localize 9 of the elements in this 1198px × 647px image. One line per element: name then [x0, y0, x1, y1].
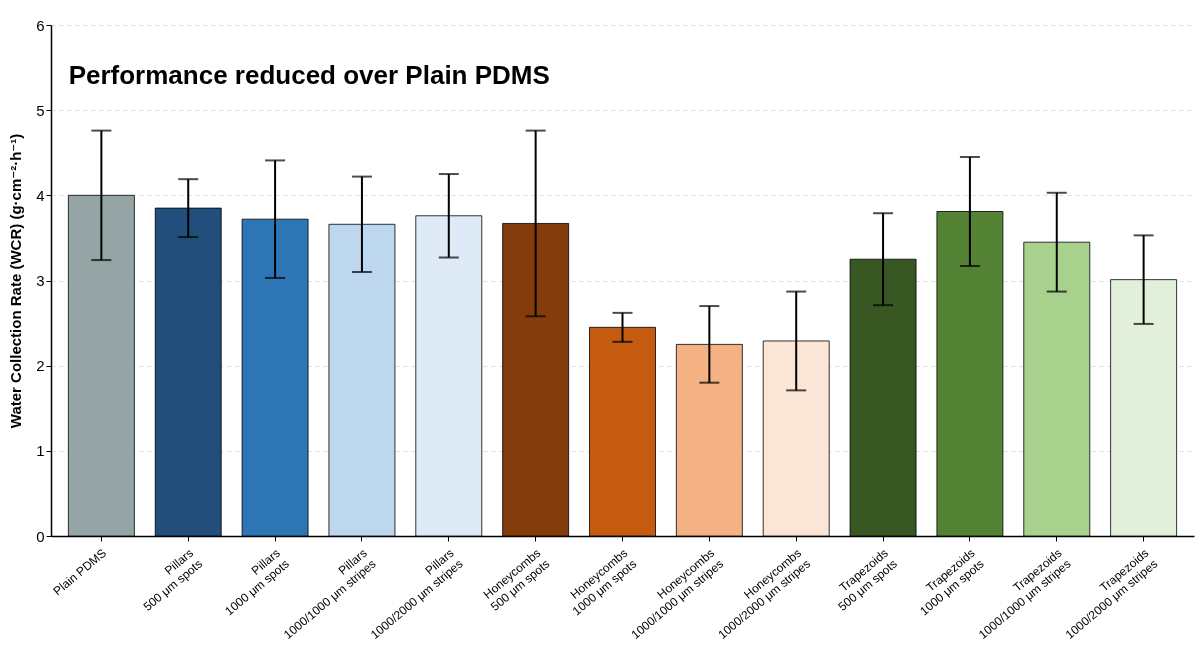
- y-tick-label: 0: [36, 527, 45, 545]
- y-tick-label: 6: [36, 16, 45, 34]
- y-axis-title: Water Collection Rate (WCR) (g·cm⁻²·h⁻¹): [7, 133, 25, 429]
- y-tick-label: 4: [36, 186, 45, 204]
- y-tick-label: 1: [36, 442, 45, 460]
- text: Performance reduced over Plain PDMS: [68, 60, 550, 90]
- y-tick-label: 3: [36, 272, 45, 289]
- y-tick-label: 2: [36, 357, 45, 375]
- y-tick-label: 5: [36, 101, 45, 119]
